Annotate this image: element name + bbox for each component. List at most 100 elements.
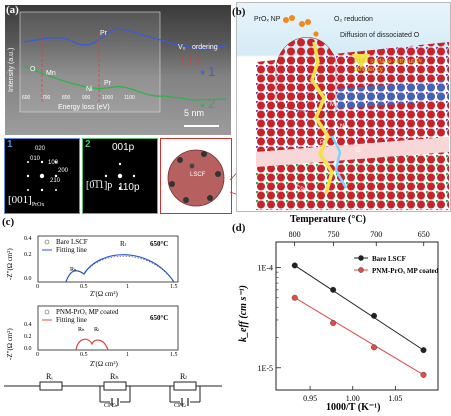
plot1-legend-marker xyxy=(44,239,50,245)
side-label-pnm: PNM xyxy=(238,104,244,118)
fft-1-spot xyxy=(54,174,58,178)
data-point xyxy=(371,312,378,319)
plot2-ytick-02: 0.2 xyxy=(24,334,32,340)
marker-1-label: 1 xyxy=(208,64,216,79)
side-label-interface: Interface xyxy=(238,148,244,172)
data-point xyxy=(330,286,337,293)
xtick-600: 600 xyxy=(22,95,31,101)
chart-xlabel: 1000/T (K⁻¹) xyxy=(326,402,381,413)
fft-1-number: 1 xyxy=(7,139,13,150)
data-point xyxy=(291,262,298,269)
particle-svg xyxy=(167,149,225,207)
fft-2-spot xyxy=(118,162,122,166)
atom-label-mn: Mn xyxy=(330,102,339,108)
schematic-svg xyxy=(256,15,449,210)
panel-d-label: (d) xyxy=(232,222,246,234)
surface-np xyxy=(215,171,221,177)
fft-1-spot xyxy=(27,161,29,163)
panel-c-label: (c) xyxy=(2,216,15,228)
panel-b-label: (b) xyxy=(232,6,246,18)
plot1-arc xyxy=(65,254,175,283)
fft-1-spot-100: 100 xyxy=(48,160,59,166)
deficiency-text: PNM surface without Pr deficiency xyxy=(354,58,423,73)
plot-frame xyxy=(275,241,439,391)
o2-molecule xyxy=(305,19,311,25)
atom-label-ni: Ni xyxy=(340,124,346,130)
side-label-lscf: LSCF xyxy=(238,190,244,206)
nyquist-plot-1 xyxy=(37,235,179,283)
plot1-xtick-1: 1 xyxy=(126,284,129,290)
fft-2-zone: [0̅1̅1]p xyxy=(86,180,113,191)
plot2-xlabel: Z'(Ω cm²) xyxy=(90,360,118,368)
plot2-ytick-00: 0.0 xyxy=(24,346,32,352)
blue-spectrum xyxy=(23,28,227,50)
plot1-xlabel: Z'(Ω cm²) xyxy=(90,290,118,298)
top-axis-label: Temperature (°C) xyxy=(290,214,366,225)
fft-2-spots-svg xyxy=(104,162,136,190)
fft-1-spot xyxy=(40,160,44,164)
x-tick-label: 1.00 xyxy=(346,394,360,403)
plot2-legend-fit: Fitting line xyxy=(56,316,87,324)
plot2-ytick-04: 0.4 xyxy=(24,322,32,328)
plot2-xtick-1: 1 xyxy=(126,352,129,358)
marker-2-label: 2 xyxy=(208,96,216,111)
panel-a: * * Intensity (a.u.) Energy loss (eV) 60… xyxy=(0,0,232,214)
legend-label: PNM-PrOₓ MP coated xyxy=(372,267,439,275)
o2-molecule xyxy=(289,15,295,21)
v0-label: V₀ xyxy=(178,44,186,51)
xtick-800: 800 xyxy=(62,95,71,101)
fft-1-spot-200: 200 xyxy=(58,168,69,174)
atom-label-pr: Pr xyxy=(320,140,326,146)
spec-label-pr-bottom: Pr xyxy=(104,80,111,87)
plot2-xtick-0: 0 xyxy=(36,352,39,358)
panel-a-label: (a) xyxy=(6,4,19,16)
x-tick-label: 0.95 xyxy=(303,394,317,403)
fft-2-spot xyxy=(104,174,108,178)
top-tick-label: 700 xyxy=(370,230,382,239)
eels-inset xyxy=(19,11,161,113)
fft-2-spot-001p: 001p xyxy=(112,142,135,153)
o2-molecule xyxy=(299,21,305,27)
plot1-xtick-0: 0 xyxy=(36,284,39,290)
fft-2-spot xyxy=(118,186,122,190)
plot2-xtick-15: 1.5 xyxy=(170,352,178,358)
plot2-legend-coated: PNM-PrOₓ MP coated xyxy=(56,308,119,316)
x-tick-label: 1.05 xyxy=(388,394,402,403)
top-tick-label: 750 xyxy=(327,230,339,239)
np-label: PrOₓ NP xyxy=(254,16,281,23)
fft-1-zone-text: [001] xyxy=(8,194,32,206)
plot1-ytick-04: 0.4 xyxy=(24,236,32,242)
xtick-1100: 1100 xyxy=(124,95,135,101)
data-point xyxy=(420,347,427,354)
legend-label: Bare LSCF xyxy=(372,255,406,263)
fft-1-spot xyxy=(26,174,30,178)
circuit-label-cpeh: CPEₕ xyxy=(104,403,118,409)
diffusion-path xyxy=(310,41,334,195)
plot1-rl-label: Rₗ xyxy=(120,240,126,248)
plot1-temp: 650°C xyxy=(150,240,169,248)
plot2-rh-label: Rₕ xyxy=(78,327,85,333)
surface-np xyxy=(207,195,213,201)
plot1-legend-bare: Bare LSCF xyxy=(56,238,88,246)
surface-np xyxy=(201,151,207,157)
atom-label-co: Co xyxy=(296,186,304,192)
fft-1-spot-210: 210 xyxy=(50,178,61,184)
data-point xyxy=(291,294,298,301)
circuit-label-rl: Rₗ xyxy=(180,372,187,381)
data-point xyxy=(371,344,378,351)
fft-1-spot-010: 010 xyxy=(30,156,41,162)
ordering-label: ordering xyxy=(192,44,218,51)
circuit-label-ri: Rᵢ xyxy=(46,372,53,381)
top-tick-label: 800 xyxy=(289,230,301,239)
fft-2-spot-110p: 110p xyxy=(118,182,140,193)
interface-layer xyxy=(256,137,449,167)
lscf-slab xyxy=(256,152,449,210)
series-fit-line xyxy=(294,265,424,351)
fft-1-center-spot xyxy=(39,173,45,179)
plot2-temp: 650°C xyxy=(150,314,169,322)
nyquist-plot-2 xyxy=(37,305,179,351)
fft-1-spot xyxy=(55,161,57,163)
panel-d: (d) Temperature (°C) 0.95 1.00 1.05 800 750 7… xyxy=(226,214,451,416)
fft-2 xyxy=(82,138,158,214)
fft-1-zone: [001]PrOx xyxy=(8,194,45,208)
